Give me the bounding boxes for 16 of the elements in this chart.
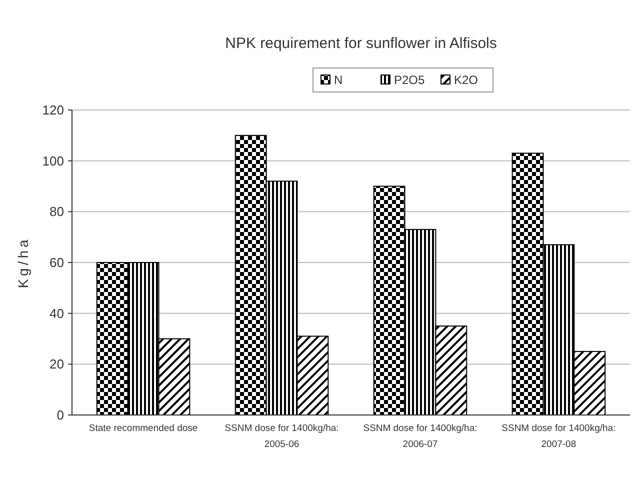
y-tick-label: 80 [50, 204, 64, 220]
x-tick-label: State recommended dose [88, 423, 198, 434]
legend-label: K2O [454, 73, 478, 88]
legend-label: P2O5 [394, 73, 426, 88]
x-tick-label: SSNM dose for 1400kg/ha: 2005-06 [224, 423, 339, 450]
x-tick-label: SSNM dose for 1400kg/ha: 2006-07 [363, 423, 478, 450]
x-tick-label: SSNM dose for 1400kg/ha: 2007-08 [502, 423, 616, 450]
y-tick-label: 20 [50, 356, 64, 372]
y-tick-label: 40 [50, 306, 64, 321]
y-axis-title: Kg/ha [15, 236, 31, 288]
legend-label: N [334, 73, 343, 88]
y-tick-label: 120 [42, 102, 64, 118]
y-tick-label: 0 [56, 408, 64, 423]
y-tick-label: 60 [50, 255, 64, 270]
chart-title: NPK requirement for sunflower in Alfisols [225, 35, 497, 52]
y-tick-label: 100 [42, 153, 64, 168]
